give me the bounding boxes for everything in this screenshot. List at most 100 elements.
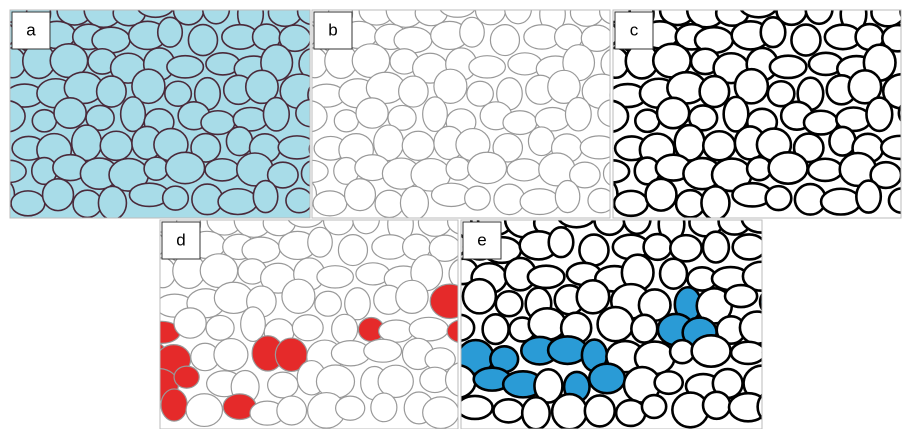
cell — [126, 230, 165, 260]
cell — [110, 364, 145, 398]
cell — [0, 48, 26, 78]
cell — [188, 25, 217, 56]
cell — [174, 366, 199, 388]
panel-label: a — [26, 20, 36, 39]
cell — [778, 309, 809, 344]
cell — [555, 181, 579, 213]
cell — [100, 131, 132, 160]
cell — [277, 396, 307, 425]
cell — [446, 157, 470, 180]
cell — [409, 317, 448, 341]
cell — [660, 259, 687, 289]
cell — [117, 261, 150, 286]
cell — [505, 0, 532, 24]
cell — [731, 342, 765, 364]
cell — [364, 339, 402, 362]
cell — [396, 280, 428, 313]
cell — [604, 0, 643, 2]
cell — [655, 371, 683, 393]
cell — [286, 188, 312, 212]
cell — [166, 152, 205, 183]
cell — [580, 136, 618, 159]
cell — [758, 389, 794, 424]
cell — [317, 266, 354, 288]
cell — [463, 279, 496, 313]
cell — [263, 98, 289, 131]
cell — [205, 159, 239, 181]
cell — [268, 0, 301, 26]
cell — [302, 0, 341, 2]
cell — [496, 291, 523, 316]
cell — [642, 395, 666, 418]
cell — [692, 335, 731, 366]
cell — [763, 336, 799, 369]
cell — [794, 345, 825, 371]
cell — [703, 232, 729, 263]
cell — [399, 76, 429, 107]
cell — [766, 231, 792, 261]
panel — [0, 0, 342, 220]
cell — [792, 395, 820, 422]
cell — [167, 56, 204, 78]
cell — [144, 157, 168, 180]
cell — [128, 399, 153, 429]
cell — [292, 315, 323, 341]
cell — [457, 396, 492, 419]
cell — [631, 315, 657, 343]
cell — [703, 392, 730, 419]
cell — [0, 84, 11, 107]
panel-label: b — [328, 20, 337, 39]
cell — [137, 0, 174, 17]
cell — [766, 186, 792, 210]
panel-label: e — [477, 230, 486, 249]
cell — [186, 394, 222, 427]
cell — [522, 397, 550, 429]
cell — [345, 179, 376, 211]
cell — [32, 110, 56, 132]
cell — [218, 189, 257, 215]
cell — [97, 76, 127, 107]
cell — [770, 255, 809, 286]
cell — [700, 76, 730, 107]
cell — [871, 0, 904, 26]
cell — [808, 159, 842, 181]
cell — [789, 227, 821, 262]
cell — [11, 191, 45, 216]
figure: abcde — [0, 0, 904, 429]
cell — [520, 189, 559, 215]
cell — [54, 98, 86, 128]
cell — [770, 56, 807, 78]
cell — [646, 179, 677, 211]
cell — [334, 110, 358, 132]
cell — [460, 17, 485, 47]
cell — [657, 98, 689, 128]
cell — [772, 369, 801, 393]
cell — [579, 235, 608, 266]
cell — [161, 389, 187, 421]
cell — [268, 372, 299, 398]
cell — [308, 227, 333, 257]
cell — [43, 179, 74, 211]
cell — [733, 234, 766, 259]
cell — [206, 315, 234, 340]
cell — [549, 227, 574, 257]
page: {"panels": {"labels": ["a", "b", "c", "d… — [0, 0, 904, 429]
cell — [740, 312, 774, 344]
cell — [174, 308, 206, 338]
cell — [371, 393, 397, 422]
cell — [203, 0, 230, 24]
cell — [226, 127, 252, 156]
cell — [150, 258, 176, 288]
cell — [889, 188, 904, 212]
cell — [490, 25, 519, 56]
cell — [821, 189, 860, 215]
cell — [589, 364, 625, 393]
cell — [493, 399, 523, 422]
cell — [0, 160, 26, 182]
cell — [577, 280, 609, 313]
cell — [356, 98, 388, 128]
cell — [725, 285, 757, 307]
cell — [253, 181, 277, 213]
cell — [469, 56, 506, 78]
cell — [791, 25, 820, 56]
